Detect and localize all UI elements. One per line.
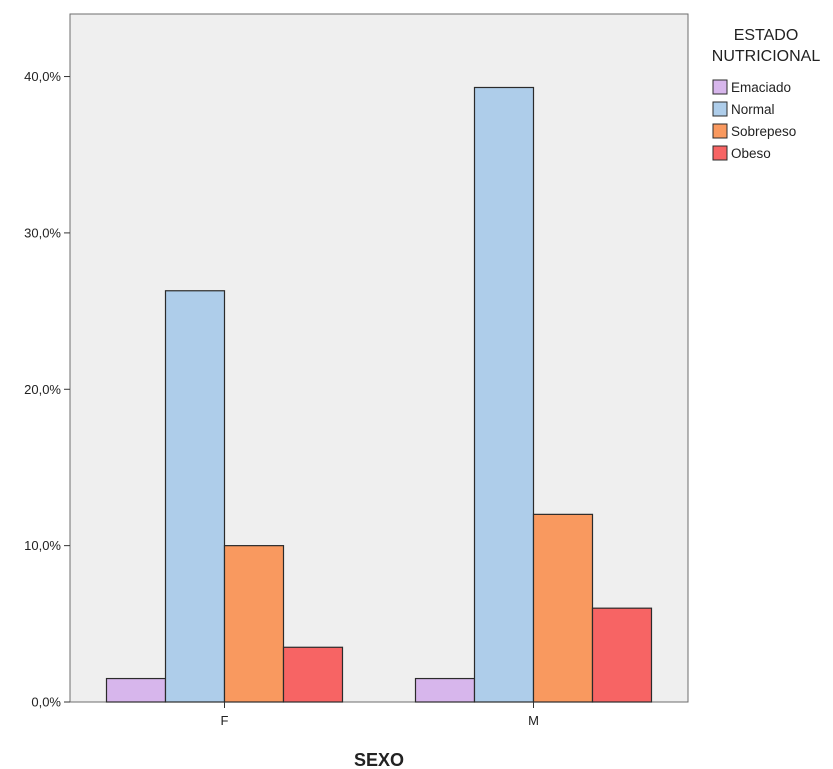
legend-swatch-obeso xyxy=(712,145,728,161)
legend-items: Emaciado Normal Sobrepeso Obeso xyxy=(712,79,796,161)
x-axis-label: SEXO xyxy=(354,750,404,769)
y-tick-label: 0,0% xyxy=(31,695,61,710)
bar-m-normal xyxy=(473,86,535,703)
bar-f-normal xyxy=(164,290,226,703)
y-tick-label: 20,0% xyxy=(24,382,61,397)
bars-group xyxy=(105,86,653,703)
legend-label-emaciado: Emaciado xyxy=(731,80,791,95)
y-tick-label: 40,0% xyxy=(24,69,61,84)
legend-label-sobrepeso: Sobrepeso xyxy=(731,124,796,139)
bar-m-sobrepeso xyxy=(532,513,594,703)
y-tick-label: 30,0% xyxy=(24,225,61,240)
bar-f-sobrepeso xyxy=(223,545,285,703)
legend-label-normal: Normal xyxy=(731,102,775,117)
y-tick-label: 10,0% xyxy=(24,538,61,553)
legend-swatch-normal xyxy=(712,101,728,117)
x-tick-label-f: F xyxy=(221,713,229,728)
legend-swatch-sobrepeso xyxy=(712,123,728,139)
legend-title-line-1: ESTADO xyxy=(734,27,799,44)
plot-area xyxy=(69,13,689,703)
legend: ESTADO NUTRICIONAL Emaciado Normal Sobrepe… xyxy=(712,27,821,161)
bar-m-obeso xyxy=(591,607,653,703)
legend-label-obeso: Obeso xyxy=(731,146,771,161)
bar-f-emaciado xyxy=(105,677,167,703)
bar-m-emaciado xyxy=(414,677,476,703)
legend-swatch-emaciado xyxy=(712,79,728,95)
bar-f-obeso xyxy=(282,646,344,703)
x-tick-label-m: M xyxy=(528,713,539,728)
legend-title-line-2: NUTRICIONAL xyxy=(712,48,821,65)
y-axis: 0,0% 10,0% 20,0% 30,0% 40,0% xyxy=(24,69,70,710)
